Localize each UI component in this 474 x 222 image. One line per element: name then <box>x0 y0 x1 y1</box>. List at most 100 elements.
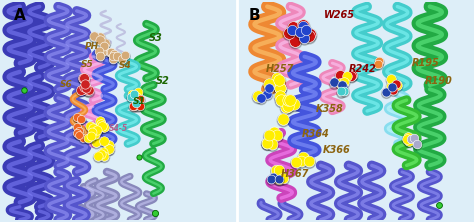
Point <box>122 54 129 58</box>
Point <box>268 144 276 147</box>
Point <box>344 74 351 78</box>
Point <box>306 34 313 37</box>
Point <box>76 133 83 137</box>
Point <box>292 160 300 164</box>
Point <box>282 107 290 110</box>
Text: W265: W265 <box>324 10 355 20</box>
Point <box>284 99 292 103</box>
Point <box>288 29 296 33</box>
Point <box>336 82 344 85</box>
Point <box>296 31 304 35</box>
Point <box>107 50 115 54</box>
Point <box>413 142 420 146</box>
Point <box>93 129 100 132</box>
Point <box>297 160 305 163</box>
Point <box>297 159 305 162</box>
Point <box>81 86 88 90</box>
Point <box>83 89 91 93</box>
Point <box>137 105 144 108</box>
Point <box>106 50 114 53</box>
Point <box>92 141 100 145</box>
Point <box>128 92 136 96</box>
Point <box>100 46 108 49</box>
Point <box>81 85 88 89</box>
Point <box>88 126 96 130</box>
Point <box>98 153 105 157</box>
Point <box>133 104 141 107</box>
Point <box>137 106 144 109</box>
Point <box>273 77 281 80</box>
Point <box>127 95 135 99</box>
Point <box>118 57 126 61</box>
Text: S4-5: S4-5 <box>109 124 128 133</box>
Point <box>91 133 99 137</box>
Text: S6: S6 <box>60 80 73 89</box>
Point <box>300 23 307 27</box>
Point <box>80 79 88 82</box>
Point <box>296 30 304 34</box>
Point <box>275 179 283 182</box>
Point <box>413 143 420 147</box>
Point <box>93 130 100 133</box>
Point <box>388 79 395 82</box>
Point <box>118 58 126 62</box>
Point <box>374 62 382 65</box>
Point <box>88 130 96 134</box>
Point <box>127 96 135 99</box>
Point <box>280 118 287 121</box>
Text: S1: S1 <box>133 97 146 106</box>
Point <box>403 137 410 141</box>
Point <box>269 176 277 179</box>
Point <box>96 120 103 124</box>
Text: A: A <box>14 8 26 23</box>
Point <box>393 83 401 87</box>
Point <box>404 135 412 139</box>
Point <box>274 177 282 180</box>
Point <box>267 177 274 181</box>
Point <box>151 212 158 215</box>
Point <box>286 99 293 103</box>
Text: R242: R242 <box>348 63 376 73</box>
Point <box>339 86 347 89</box>
Point <box>81 78 88 81</box>
Point <box>82 87 90 91</box>
Point <box>393 84 401 88</box>
Point <box>265 82 273 85</box>
Point <box>97 124 105 127</box>
Point <box>130 104 137 108</box>
Point <box>387 85 395 89</box>
Point <box>277 99 284 103</box>
Point <box>403 138 410 142</box>
Point <box>280 176 287 180</box>
Point <box>299 155 307 159</box>
Point <box>89 126 96 130</box>
Point <box>295 35 303 38</box>
Point <box>95 155 102 159</box>
Point <box>73 117 81 120</box>
Point <box>275 170 283 173</box>
Point <box>77 88 85 91</box>
Point <box>302 29 310 32</box>
Point <box>337 91 344 94</box>
Point <box>265 134 273 138</box>
Text: S4: S4 <box>119 61 132 70</box>
Point <box>274 176 282 179</box>
Point <box>133 98 140 102</box>
Point <box>73 125 81 128</box>
Point <box>133 99 140 103</box>
Point <box>96 38 103 42</box>
Point <box>95 154 102 158</box>
Point <box>387 84 395 88</box>
Point <box>272 169 279 173</box>
Point <box>76 117 83 121</box>
Text: B: B <box>249 8 260 23</box>
Point <box>79 136 87 140</box>
Point <box>73 132 81 136</box>
Point <box>305 160 312 163</box>
Point <box>286 98 293 102</box>
Point <box>100 49 107 53</box>
Point <box>300 25 307 29</box>
Point <box>289 32 297 36</box>
Point <box>264 88 272 91</box>
Point <box>110 52 118 56</box>
